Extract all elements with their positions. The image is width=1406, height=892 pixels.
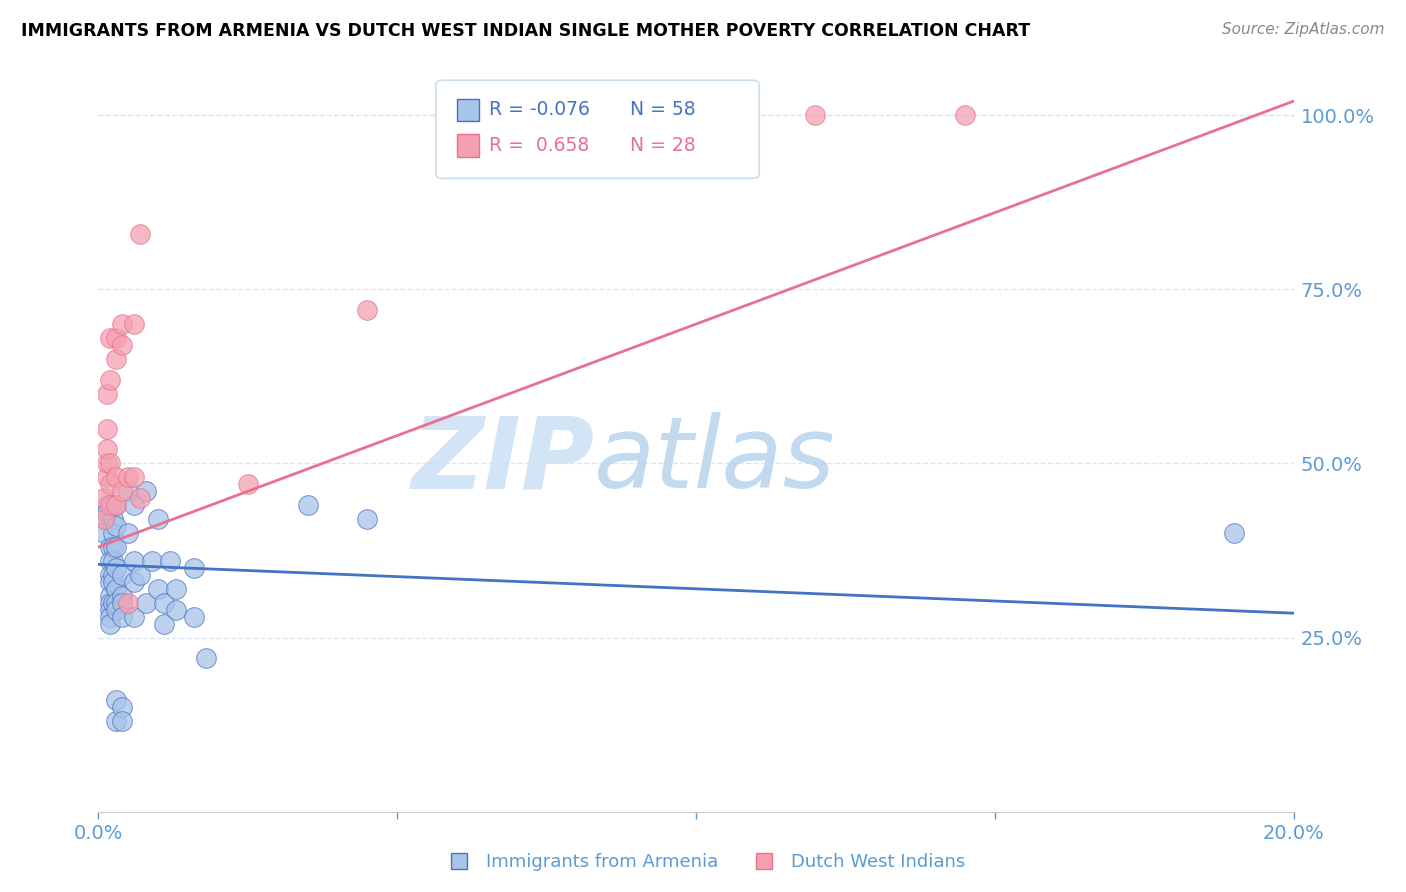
Point: [183, 609, 205, 624]
Point: [117, 484, 139, 499]
Point: [111, 484, 134, 499]
Point: [297, 498, 319, 512]
Point: [153, 596, 176, 610]
Text: Source: ZipAtlas.com: Source: ZipAtlas.com: [1222, 22, 1385, 37]
Point: [111, 609, 134, 624]
Point: [103, 567, 125, 582]
Point: [96, 470, 118, 484]
Point: [96, 421, 118, 435]
Point: [98, 596, 122, 610]
Point: [103, 554, 125, 568]
Point: [356, 512, 378, 526]
Point: [111, 700, 134, 714]
Point: [98, 589, 122, 603]
Point: [124, 609, 146, 624]
Point: [356, 303, 378, 318]
Point: [105, 582, 128, 596]
Point: [105, 519, 128, 533]
Point: [103, 574, 125, 589]
Point: [98, 609, 122, 624]
Point: [804, 108, 827, 122]
Point: [93, 512, 115, 526]
Point: [98, 331, 122, 345]
Point: [98, 457, 122, 471]
Point: [159, 554, 181, 568]
Point: [93, 512, 115, 526]
Point: [111, 596, 134, 610]
Point: [98, 477, 122, 491]
Point: [153, 616, 176, 631]
Point: [124, 498, 146, 512]
Text: N = 28: N = 28: [630, 136, 696, 155]
Point: [129, 567, 152, 582]
Point: [105, 714, 128, 728]
Point: [1223, 526, 1246, 541]
Point: [105, 498, 128, 512]
Point: [117, 596, 139, 610]
Point: [105, 470, 128, 484]
Point: [111, 338, 134, 352]
Text: N = 58: N = 58: [630, 100, 696, 120]
Point: [105, 596, 128, 610]
Point: [124, 574, 146, 589]
Point: [105, 498, 128, 512]
Point: [129, 227, 152, 241]
Point: [103, 498, 125, 512]
Point: [98, 574, 122, 589]
Legend: Immigrants from Armenia, Dutch West Indians: Immigrants from Armenia, Dutch West Indi…: [434, 847, 972, 879]
Text: atlas: atlas: [595, 412, 837, 509]
Point: [96, 498, 118, 512]
Point: [135, 484, 157, 499]
Point: [117, 470, 139, 484]
Point: [98, 567, 122, 582]
Point: [96, 457, 118, 471]
Point: [93, 526, 115, 541]
Point: [96, 442, 118, 457]
Point: [124, 554, 146, 568]
Point: [183, 561, 205, 575]
Point: [117, 526, 139, 541]
Point: [96, 505, 118, 519]
Point: [98, 540, 122, 554]
Point: [111, 589, 134, 603]
Point: [165, 603, 187, 617]
Point: [111, 714, 134, 728]
Point: [129, 491, 152, 506]
Point: [135, 596, 157, 610]
Point: [98, 373, 122, 387]
Text: ZIP: ZIP: [412, 412, 595, 509]
Point: [141, 554, 163, 568]
Point: [105, 693, 128, 707]
Point: [98, 498, 122, 512]
Point: [148, 582, 170, 596]
Point: [103, 540, 125, 554]
Point: [103, 596, 125, 610]
Text: IMMIGRANTS FROM ARMENIA VS DUTCH WEST INDIAN SINGLE MOTHER POVERTY CORRELATION C: IMMIGRANTS FROM ARMENIA VS DUTCH WEST IN…: [21, 22, 1031, 40]
Point: [124, 317, 146, 331]
Point: [98, 554, 122, 568]
Point: [105, 561, 128, 575]
Text: R =  0.658: R = 0.658: [489, 136, 589, 155]
Point: [111, 567, 134, 582]
Point: [98, 603, 122, 617]
Point: [165, 582, 187, 596]
Point: [105, 603, 128, 617]
Point: [236, 477, 259, 491]
Point: [96, 386, 118, 401]
Point: [103, 512, 125, 526]
Point: [105, 351, 128, 366]
Point: [195, 651, 218, 665]
Point: [148, 512, 170, 526]
Point: [98, 616, 122, 631]
Point: [124, 470, 146, 484]
Point: [111, 317, 134, 331]
Text: R = -0.076: R = -0.076: [489, 100, 591, 120]
Point: [93, 491, 115, 506]
Point: [105, 331, 128, 345]
Point: [103, 526, 125, 541]
Point: [953, 108, 976, 122]
Point: [105, 540, 128, 554]
